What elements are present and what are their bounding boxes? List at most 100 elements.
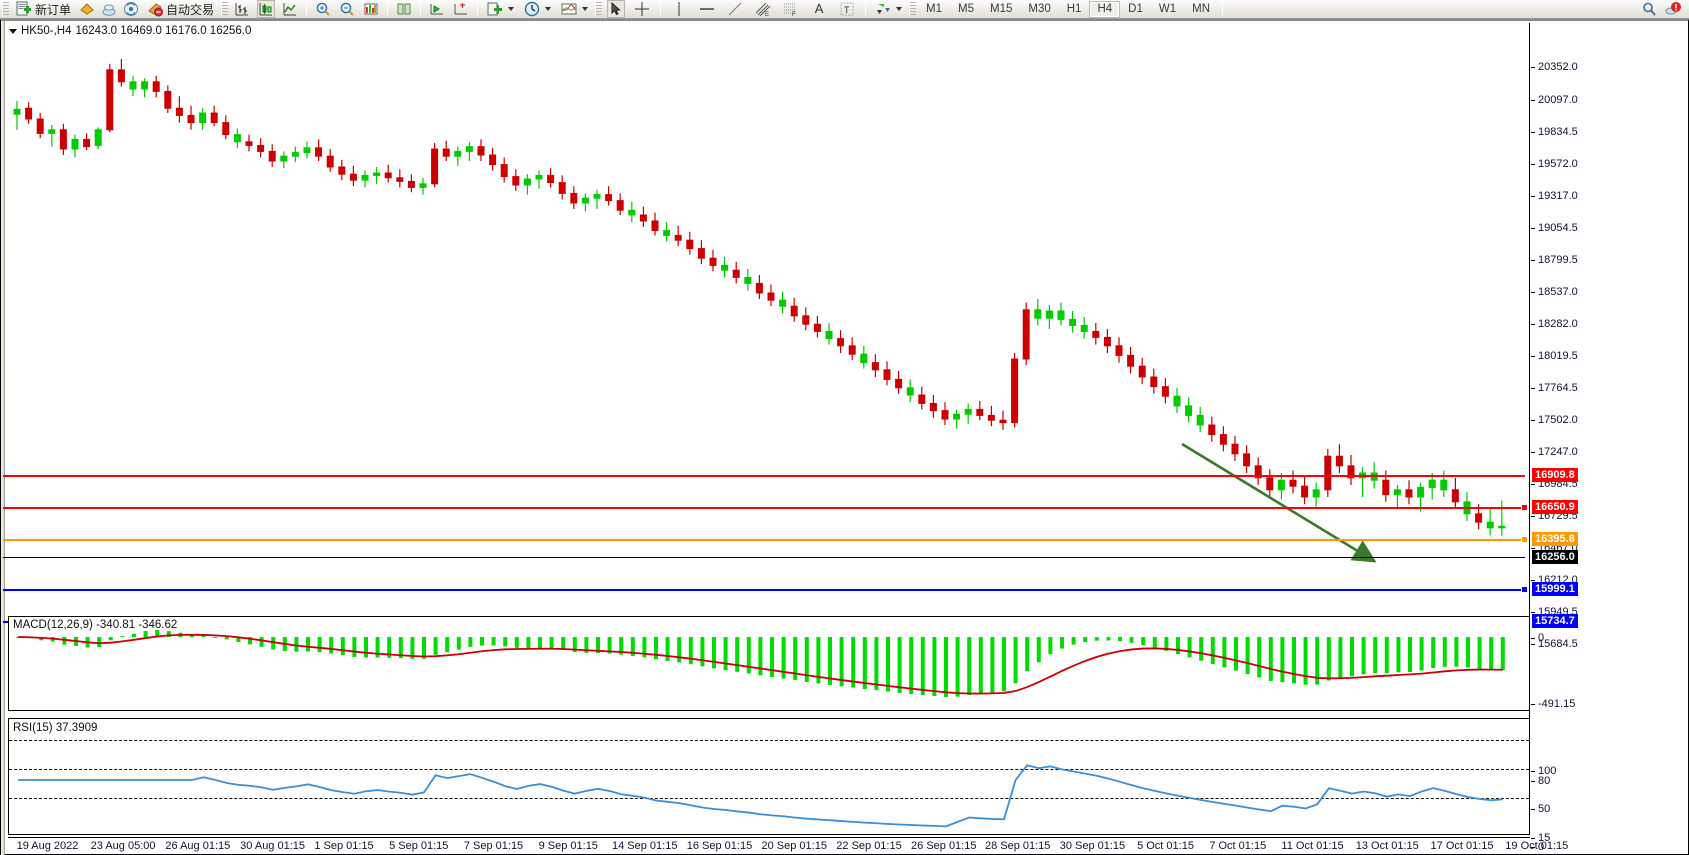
time-axis-label: 26 Sep 01:15 (911, 840, 977, 852)
terminal-icon[interactable] (101, 1, 117, 17)
price-axis-tick-label: 20097.0 (1538, 94, 1578, 106)
period-button[interactable] (520, 1, 555, 18)
resistance-line-1-price-tag: 16909.8 (1532, 468, 1578, 482)
axis-tick (1531, 452, 1535, 453)
support-line-1[interactable] (3, 589, 1525, 591)
data-window-icon[interactable] (79, 1, 95, 17)
vertical-line-icon[interactable] (671, 1, 687, 17)
line-chart-icon[interactable] (282, 1, 298, 17)
zoom-out-icon[interactable] (339, 1, 355, 17)
auto-scroll-icon[interactable] (363, 1, 379, 17)
period-caret-icon[interactable] (545, 7, 552, 11)
auto-trading-button[interactable]: 自动交易 (143, 1, 218, 18)
bar-chart-icon[interactable] (234, 1, 250, 17)
chart-vertical-grip[interactable] (1, 21, 5, 855)
support-line-1-handle[interactable] (1521, 586, 1528, 593)
price-axis-tick-label: 17502.0 (1538, 414, 1578, 426)
chart-shift-icon[interactable] (396, 1, 412, 17)
templates-button[interactable] (557, 1, 592, 18)
timeframe-d1[interactable]: D1 (1128, 2, 1143, 15)
axis-tick (1531, 704, 1535, 705)
rsi-axis-tick-label: 0 (1538, 841, 1545, 853)
timeframe-h1[interactable]: H1 (1066, 2, 1082, 15)
arrows-caret-icon[interactable] (896, 7, 903, 11)
price-pane[interactable] (8, 23, 1530, 605)
time-axis-label: 19 Aug 2022 (16, 840, 79, 852)
pivot-line[interactable] (3, 539, 1525, 541)
timeframe-m30[interactable]: M30 (1028, 2, 1051, 15)
arrows-button[interactable] (871, 1, 906, 18)
crosshair-tool-icon[interactable] (453, 1, 469, 17)
indicators-button[interactable] (483, 1, 518, 18)
support-line-2-price-tag: 15734.7 (1532, 614, 1578, 628)
macd-axis-tick-label: -491.15 (1538, 698, 1576, 710)
cursor-icon[interactable] (607, 0, 626, 18)
text-icon[interactable]: A (814, 1, 824, 16)
time-axis-label: 11 Oct 01:15 (1281, 840, 1344, 852)
new-order-button[interactable]: 新订单 (12, 1, 75, 18)
chart-window[interactable]: HK50-,H4 16243.0 16469.0 16176.0 16256.0… (0, 19, 1689, 855)
time-axis-label: 13 Oct 01:15 (1355, 840, 1419, 852)
macd-pane[interactable]: MACD(12,26,9) -340.81 -346.62 (8, 616, 1530, 711)
axis-tick (1531, 260, 1535, 261)
time-axis[interactable]: 19 Aug 2022 23 Aug 05:00 26 Aug 01:15 30 Au… (8, 837, 1568, 855)
time-axis-label: 5 Sep 01:15 (389, 840, 449, 852)
trendline-icon[interactable] (727, 1, 743, 17)
object-properties-icon[interactable] (429, 1, 445, 17)
fibonacci-icon[interactable]: F (783, 1, 799, 17)
timeframe-w1[interactable]: W1 (1158, 2, 1177, 15)
timeframe-mn[interactable]: MN (1192, 2, 1210, 15)
zoom-in-icon[interactable] (315, 1, 331, 17)
axis-tick (1531, 196, 1535, 197)
toolbar-grip-3[interactable] (595, 1, 603, 17)
toolbar-grip-4[interactable] (909, 1, 917, 17)
symbol-dropdown-icon[interactable] (9, 28, 17, 34)
ohlc-values: 16243.0 16469.0 16176.0 16256.0 (75, 25, 252, 37)
text-label-icon[interactable]: T (839, 1, 855, 17)
resistance-line-1[interactable] (3, 475, 1525, 477)
search-icon[interactable] (1641, 1, 1657, 17)
chart-plot-area[interactable]: HK50-,H4 16243.0 16469.0 16176.0 16256.0… (3, 21, 1688, 854)
templates-icon (561, 1, 577, 17)
auto-trading-icon (147, 1, 164, 17)
indicators-caret-icon[interactable] (508, 7, 515, 11)
toolbar-grip[interactable] (2, 1, 9, 17)
axis-tick (1531, 420, 1535, 421)
macd-axis-tick-label: 0 (1538, 632, 1545, 644)
time-axis-label: 17 Oct 01:15 (1430, 840, 1494, 852)
rsi-level-50 (9, 769, 1529, 770)
time-axis-label: 28 Sep 01:15 (984, 840, 1051, 852)
candlestick-chart-icon[interactable] (257, 0, 276, 18)
timeframe-m5[interactable]: M5 (958, 2, 974, 15)
rsi-pane[interactable]: RSI(15) 37.3909 (8, 718, 1530, 835)
down-trend-arrow[interactable] (8, 23, 1530, 605)
svg-text:F: F (792, 12, 796, 17)
price-axis[interactable]: 20352.0 20097.0 19834.5 19572.0 19317.0 19054… (1531, 21, 1689, 855)
horizontal-line-icon[interactable] (699, 1, 715, 17)
price-axis-tick-label: 18282.0 (1538, 318, 1578, 330)
pivot-line-handle[interactable] (1521, 536, 1528, 543)
equidistant-channel-icon[interactable]: E (755, 1, 771, 17)
timeframe-h4[interactable]: H4 (1089, 0, 1121, 18)
price-axis-tick-label: 20352.0 (1538, 61, 1578, 73)
axis-tick (1531, 356, 1535, 357)
toolbar-grip-2[interactable] (221, 1, 229, 17)
axis-tick (1531, 548, 1535, 549)
crosshair-icon[interactable] (634, 1, 650, 17)
main-toolbar: 新订单 (0, 0, 1689, 19)
time-axis-label: 30 Aug 01:15 (240, 840, 306, 852)
current-price-line[interactable] (3, 557, 1525, 558)
timeframe-m15[interactable]: M15 (990, 2, 1013, 15)
timeframe-m1[interactable]: M1 (926, 2, 943, 15)
indicators-icon (487, 1, 503, 17)
resistance-line-2-handle[interactable] (1521, 504, 1528, 511)
axis-tick (1531, 781, 1535, 782)
resistance-line-2[interactable] (3, 507, 1525, 509)
symbol-header: HK50-,H4 16243.0 16469.0 16176.0 16256.0 (9, 25, 251, 37)
resistance-line-2-price-tag: 16650.9 (1532, 500, 1578, 514)
axis-tick (1531, 638, 1535, 639)
signal-icon[interactable] (123, 1, 139, 17)
templates-caret-icon[interactable] (582, 7, 589, 11)
alert-icon[interactable] (1665, 1, 1681, 17)
arrows-icon (875, 1, 891, 17)
